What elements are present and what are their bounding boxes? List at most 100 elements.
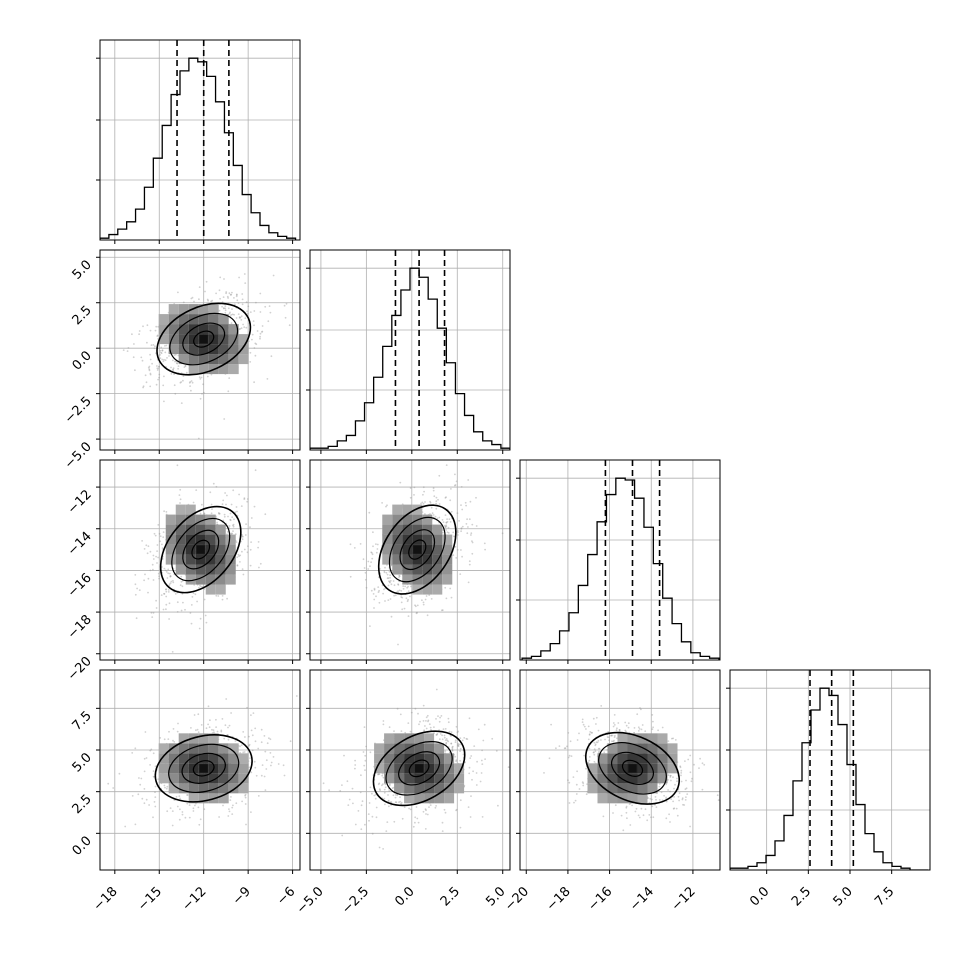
hist-bar xyxy=(374,377,383,450)
scatter-point xyxy=(390,564,393,567)
scatter-point xyxy=(371,815,374,818)
hist-bar xyxy=(251,213,260,240)
scatter-point xyxy=(328,789,330,792)
scatter-point xyxy=(235,506,238,508)
scatter-point xyxy=(566,745,568,748)
scatter-point xyxy=(241,535,244,538)
scatter-point xyxy=(364,769,366,771)
scatter-point xyxy=(667,779,669,781)
scatter-point xyxy=(394,794,397,796)
scatter-point xyxy=(627,722,630,725)
scatter-point xyxy=(359,791,362,794)
scatter-point xyxy=(181,813,184,816)
scatter-point xyxy=(425,720,427,722)
scatter-point xyxy=(403,806,406,808)
density-cell xyxy=(434,783,445,794)
scatter-point xyxy=(186,794,188,796)
scatter-point xyxy=(184,608,186,611)
hist-bar xyxy=(492,445,501,450)
scatter-point xyxy=(229,799,232,801)
scatter-point xyxy=(153,532,156,535)
panel-frame xyxy=(309,669,511,871)
scatter-point xyxy=(459,750,461,752)
density-cell xyxy=(404,773,415,784)
scatter-point xyxy=(251,749,254,752)
scatter-point xyxy=(368,802,371,804)
scatter-point xyxy=(394,594,397,597)
scatter-point xyxy=(388,580,390,582)
scatter-point xyxy=(227,515,229,518)
x-tick-label: 0.0 xyxy=(747,884,772,909)
scatter-point xyxy=(600,705,603,707)
scatter-point xyxy=(625,811,628,814)
x-tick-label: −18 xyxy=(91,884,121,914)
scatter-point xyxy=(635,807,638,810)
scatter-point xyxy=(475,525,478,527)
density-cell xyxy=(225,544,236,555)
gridlines-x-1-1 xyxy=(320,250,504,450)
density-cell xyxy=(382,544,393,555)
hist-bar xyxy=(189,58,198,240)
hist-bar xyxy=(856,805,865,870)
scatter-point xyxy=(168,355,170,357)
scatter-point xyxy=(608,739,610,742)
hist-bar xyxy=(883,863,892,870)
scatter-point xyxy=(194,804,196,807)
hist-bar xyxy=(233,165,242,240)
scatter-point xyxy=(394,796,397,799)
scatter-point xyxy=(378,782,381,785)
scatter-point xyxy=(244,796,247,799)
scatter-point xyxy=(164,569,167,572)
scatter-point xyxy=(456,512,459,514)
density-cell xyxy=(205,524,216,535)
gridlines-x-2-2 xyxy=(525,460,694,660)
scatter-point xyxy=(594,744,597,747)
scatter-point xyxy=(154,765,157,768)
scatter-point xyxy=(154,345,156,348)
scatter-point xyxy=(246,551,249,554)
scatter-point xyxy=(459,759,461,762)
scatter-point xyxy=(455,480,458,483)
scatter-point xyxy=(460,504,462,506)
scatter-point xyxy=(152,612,155,614)
scatter-point xyxy=(227,390,230,393)
scatter-point xyxy=(423,729,425,732)
scatter-point xyxy=(375,595,377,598)
scatter-point xyxy=(429,804,432,806)
hist-outline xyxy=(521,477,720,660)
hist-bar xyxy=(775,841,784,870)
density-cell xyxy=(168,743,179,754)
scatter-point xyxy=(455,760,457,763)
scatter-point xyxy=(481,749,483,752)
scatter-point xyxy=(232,804,234,807)
density-cell xyxy=(218,364,229,375)
scatter-point xyxy=(467,581,470,584)
scatter-point xyxy=(172,739,174,742)
scatter-point xyxy=(593,760,596,763)
scatter-point xyxy=(658,799,661,801)
scatter-point xyxy=(244,736,246,738)
scatter-point xyxy=(145,381,148,384)
scatter-point xyxy=(365,745,367,748)
scatter-point xyxy=(243,497,246,499)
scatter-point xyxy=(459,737,462,739)
x-tick-label: −5.0 xyxy=(294,884,327,917)
density-cell xyxy=(218,763,229,774)
scatter-point xyxy=(387,794,389,796)
scatter-point xyxy=(172,367,175,370)
scatter-point xyxy=(401,596,404,599)
scatter-point xyxy=(154,791,156,794)
scatter-point xyxy=(138,330,141,332)
scatter-point xyxy=(152,579,155,581)
scatter-point xyxy=(149,329,152,332)
scatter-point xyxy=(143,548,146,550)
scatter-point xyxy=(179,502,181,504)
scatter-point xyxy=(243,751,246,753)
gridlines-x-3-3 xyxy=(766,670,893,870)
scatter-point xyxy=(224,307,227,310)
scatter-point xyxy=(212,729,215,731)
scatter-point xyxy=(225,291,228,293)
y-tick-label: −2.5 xyxy=(62,394,95,427)
density-cell xyxy=(647,783,658,794)
density-cell xyxy=(454,763,465,774)
